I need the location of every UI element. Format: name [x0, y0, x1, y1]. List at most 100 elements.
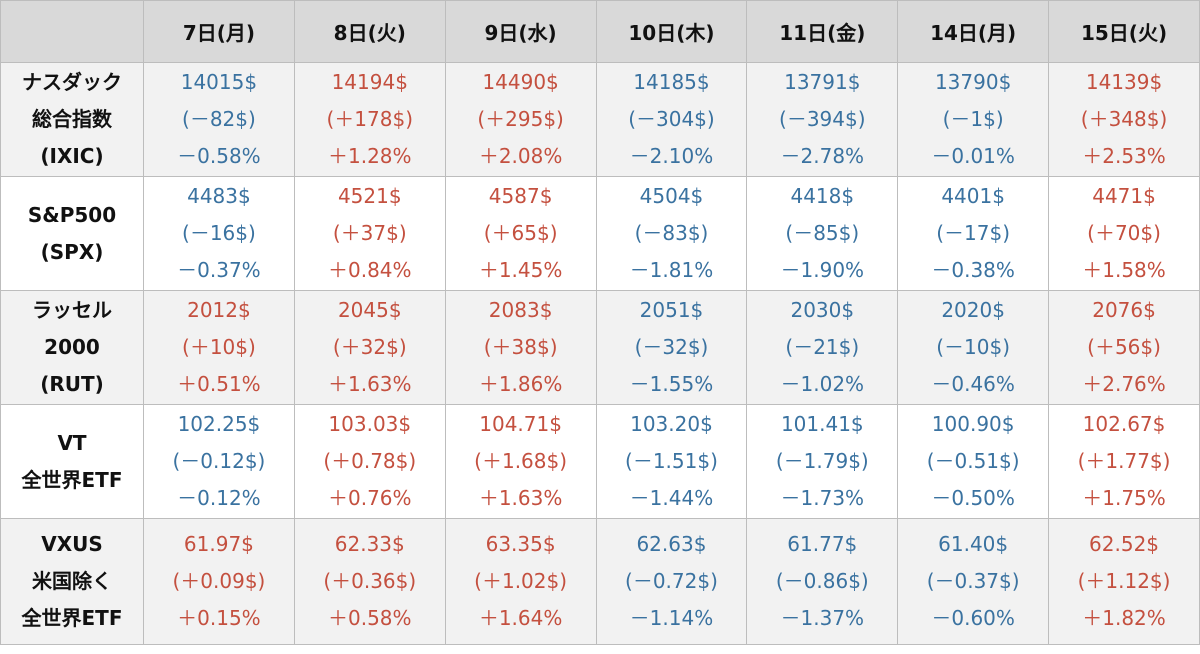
column-header: 8日(火): [293, 0, 446, 63]
value-line: (＋70$): [1087, 221, 1161, 245]
row-label-line: VXUS: [41, 532, 103, 556]
value-cell: 102.67$ (＋1.77$) ＋1.75%: [1048, 404, 1200, 519]
value-cell: 4471$ (＋70$) ＋1.58%: [1048, 176, 1200, 291]
value-line: (＋178$): [326, 107, 414, 131]
table-row: S&P500 (SPX) 4483$ (－16$) －0.37% 4521$ (＋37$) ＋…: [0, 176, 1200, 291]
value-line: 62.52$: [1089, 532, 1160, 556]
row-label-line: 総合指数: [32, 107, 112, 131]
value-cell: 14015$ (－82$) －0.58%: [143, 62, 295, 177]
value-line: 14194$: [331, 70, 408, 94]
value-line: 4471$: [1092, 184, 1156, 208]
value-cell: 61.97$ (＋0.09$) ＋0.15%: [143, 518, 295, 645]
row-label-line: 全世界ETF: [21, 606, 123, 630]
value-line: (＋56$): [1087, 335, 1161, 359]
value-line: ＋1.58%: [1082, 258, 1166, 282]
value-line: 103.03$: [328, 412, 412, 436]
value-line: ＋1.86%: [478, 372, 563, 396]
value-line: 2020$: [941, 298, 1005, 322]
column-header: 15日(火): [1048, 0, 1200, 63]
value-cell: 14490$ (＋295$) ＋2.08%: [444, 62, 597, 177]
value-line: ＋1.64%: [478, 606, 563, 630]
row-label-line: ラッセル: [32, 298, 112, 322]
value-line: ＋0.58%: [327, 606, 412, 630]
value-line: －1.14%: [629, 606, 714, 630]
value-cell: 2083$ (＋38$) ＋1.86%: [444, 290, 597, 405]
value-cell: 101.41$ (－1.79$) －1.73%: [746, 404, 899, 519]
column-header: 10日(木): [595, 0, 748, 63]
value-line: －1.90%: [780, 258, 865, 282]
value-line: 4418$: [790, 184, 855, 208]
value-line: 14139$: [1085, 70, 1163, 94]
table-row: VXUS 米国除く 全世界ETF 61.97$ (＋0.09$) ＋0.15% 62.33$…: [0, 518, 1200, 645]
value-line: 104.71$: [479, 412, 562, 436]
row-label-line: S&P500: [27, 202, 117, 227]
value-cell: 103.03$ (＋0.78$) ＋0.76%: [293, 404, 446, 519]
table-body: ナスダック 総合指数 (IXIC) 14015$ (－82$) －0.58% 14194$ (…: [0, 62, 1200, 645]
value-line: (－0.51$): [926, 449, 1020, 473]
value-cell: 4483$ (－16$) －0.37%: [143, 176, 295, 291]
value-cell: 4418$ (－85$) －1.90%: [746, 176, 899, 291]
value-line: ＋0.76%: [327, 486, 412, 510]
column-header: 7日(月): [143, 0, 295, 63]
value-line: (＋295$): [477, 107, 564, 131]
value-line: (－1$): [942, 107, 1004, 131]
value-line: －2.78%: [780, 144, 865, 168]
row-label-line: (SPX): [40, 239, 104, 264]
value-cell: 4521$ (＋37$) ＋0.84%: [293, 176, 446, 291]
value-line: (＋1.12$): [1077, 569, 1171, 593]
value-line: ＋1.82%: [1082, 606, 1166, 630]
value-cell: 4401$ (－17$) －0.38%: [897, 176, 1050, 291]
value-line: (－1.51$): [625, 449, 718, 473]
column-header: 11日(金): [746, 0, 899, 63]
value-line: －0.60%: [931, 606, 1015, 630]
value-line: 4521$: [337, 184, 402, 208]
table-header: 7日(月) 8日(火) 9日(水) 10日(木) 11日(金) 14日(月) 15日(火): [0, 0, 1200, 63]
value-line: ＋1.45%: [478, 258, 563, 282]
value-line: (＋1.68$): [474, 449, 568, 473]
value-line: ＋1.75%: [1082, 486, 1166, 510]
value-line: 14490$: [482, 70, 559, 94]
value-line: 61.77$: [787, 532, 858, 556]
value-line: 4587$: [488, 184, 553, 208]
value-line: ＋0.51%: [177, 372, 261, 396]
row-label: VT 全世界ETF: [0, 404, 144, 519]
value-line: ＋2.76%: [1082, 372, 1166, 396]
value-line: ＋1.28%: [327, 144, 412, 168]
value-line: 101.41$: [780, 412, 864, 436]
value-line: 2012$: [187, 298, 251, 322]
value-line: (－0.86$): [775, 569, 869, 593]
value-line: －1.44%: [629, 486, 714, 510]
value-line: (＋1.77$): [1077, 449, 1171, 473]
value-cell: 61.40$ (－0.37$) －0.60%: [897, 518, 1050, 645]
value-line: (＋348$): [1080, 107, 1168, 131]
value-line: (＋32$): [332, 335, 407, 359]
value-cell: 62.33$ (＋0.36$) ＋0.58%: [293, 518, 446, 645]
table-row: VT 全世界ETF 102.25$ (－0.12$) －0.12% 103.03$ (＋0.…: [0, 404, 1200, 519]
value-line: －0.38%: [931, 258, 1015, 282]
value-cell: 2076$ (＋56$) ＋2.76%: [1048, 290, 1200, 405]
row-label-line: (IXIC): [40, 144, 104, 168]
value-line: 2045$: [337, 298, 402, 322]
value-line: (－16$): [182, 221, 256, 245]
value-line: 62.63$: [636, 532, 707, 556]
value-cell: 14185$ (－304$) －2.10%: [595, 62, 748, 177]
value-line: －1.02%: [780, 372, 865, 396]
value-cell: 14139$ (＋348$) ＋2.53%: [1048, 62, 1200, 177]
value-line: 2076$: [1092, 298, 1156, 322]
value-line: (＋0.36$): [323, 569, 417, 593]
value-cell: 2020$ (－10$) －0.46%: [897, 290, 1050, 405]
value-line: (＋0.09$): [172, 569, 266, 593]
value-line: (＋37$): [332, 221, 407, 245]
table-row: ラッセル 2000 (RUT) 2012$ (＋10$) ＋0.51% 2045$ (＋32$…: [0, 290, 1200, 405]
value-cell: 63.35$ (＋1.02$) ＋1.64%: [444, 518, 597, 645]
value-line: 4483$: [187, 184, 251, 208]
value-line: (－394$): [779, 107, 866, 131]
value-line: (－0.37$): [926, 569, 1020, 593]
value-cell: 4504$ (－83$) －1.81%: [595, 176, 748, 291]
value-line: －0.46%: [931, 372, 1015, 396]
corner-cell: [0, 0, 144, 63]
value-cell: 2030$ (－21$) －1.02%: [746, 290, 899, 405]
value-line: －0.50%: [931, 486, 1015, 510]
